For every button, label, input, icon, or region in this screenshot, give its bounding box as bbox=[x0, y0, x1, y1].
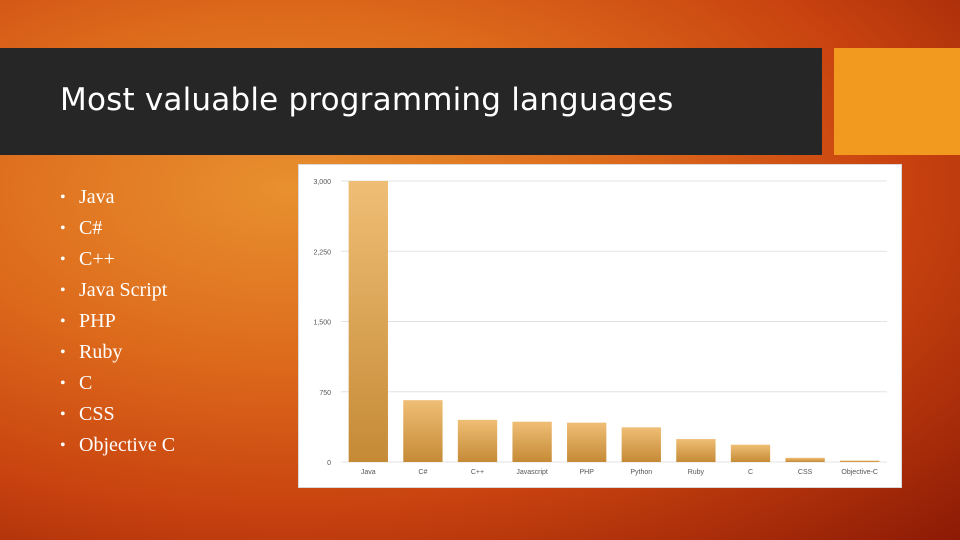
bar-java bbox=[348, 181, 388, 462]
bullet-dot-icon: • bbox=[60, 375, 66, 392]
bullet-text: Ruby bbox=[79, 341, 123, 363]
bullet-text: Java Script bbox=[79, 279, 168, 301]
bullet-dot-icon: • bbox=[60, 406, 66, 423]
bullet-text: C# bbox=[79, 217, 103, 239]
y-tick-label: 2,250 bbox=[313, 249, 331, 256]
x-tick-label: Java bbox=[361, 469, 376, 476]
bullet-text: Java bbox=[79, 186, 115, 208]
x-tick-label: C++ bbox=[471, 469, 484, 476]
y-tick-label: 1,500 bbox=[313, 320, 331, 327]
bar-php bbox=[567, 422, 607, 462]
bar-python bbox=[621, 427, 661, 462]
bullet-dot-icon: • bbox=[60, 220, 66, 237]
x-tick-label: C# bbox=[418, 469, 427, 476]
x-tick-label: Ruby bbox=[688, 469, 705, 476]
bullet-text: PHP bbox=[79, 310, 116, 332]
bar-c- bbox=[457, 419, 498, 462]
bar-chart: 0 750 1,500 2,250 3,000 Java C# C++ Javascript PH… bbox=[313, 179, 887, 476]
x-tick-label: Python bbox=[630, 469, 652, 476]
title-bar bbox=[0, 48, 822, 155]
x-tick-label: PHP bbox=[579, 469, 594, 476]
bullet-dot-icon: • bbox=[60, 313, 66, 330]
accent-block bbox=[834, 48, 960, 155]
bullet-item: • CSS bbox=[60, 399, 175, 430]
x-tick-label: Javascript bbox=[516, 469, 548, 476]
bar-c- bbox=[403, 400, 443, 462]
bullet-item: • Objective C bbox=[60, 430, 175, 461]
bullet-item: • PHP bbox=[60, 306, 175, 337]
y-tick-label: 3,000 bbox=[313, 179, 331, 186]
bullet-list: • Java • C# • C++ • Java Script • PHP • Ruby •… bbox=[60, 182, 175, 461]
chart-panel: 0 750 1,500 2,250 3,000 Java C# C++ Javascript PH… bbox=[298, 164, 902, 488]
bullet-text: CSS bbox=[79, 403, 115, 425]
y-tick-label: 750 bbox=[319, 390, 331, 397]
slide-title: Most valuable programming languages bbox=[60, 82, 674, 118]
bullet-item: • Java Script bbox=[60, 275, 175, 306]
bar-c bbox=[730, 444, 771, 462]
bar-objective-c bbox=[840, 460, 880, 462]
x-tick-label: C bbox=[748, 469, 753, 476]
bar-css bbox=[785, 457, 825, 462]
bullet-text: C bbox=[79, 372, 93, 394]
bullet-item: • C bbox=[60, 368, 175, 399]
bullet-item: • C++ bbox=[60, 244, 175, 275]
x-tick-label: CSS bbox=[798, 469, 813, 476]
bullet-text: Objective C bbox=[79, 434, 176, 456]
bullet-item: • Ruby bbox=[60, 337, 175, 368]
bullet-dot-icon: • bbox=[60, 282, 66, 299]
bar-ruby bbox=[676, 439, 716, 462]
bar-javascript bbox=[512, 421, 552, 462]
y-tick-label: 0 bbox=[327, 460, 331, 467]
bullet-text: C++ bbox=[79, 248, 115, 270]
bullet-dot-icon: • bbox=[60, 437, 66, 454]
x-tick-label: Objective-C bbox=[841, 469, 878, 476]
bullet-dot-icon: • bbox=[60, 189, 66, 206]
bullet-item: • Java bbox=[60, 182, 175, 213]
bullet-dot-icon: • bbox=[60, 251, 66, 268]
bullet-dot-icon: • bbox=[60, 344, 66, 361]
bullet-item: • C# bbox=[60, 213, 175, 244]
